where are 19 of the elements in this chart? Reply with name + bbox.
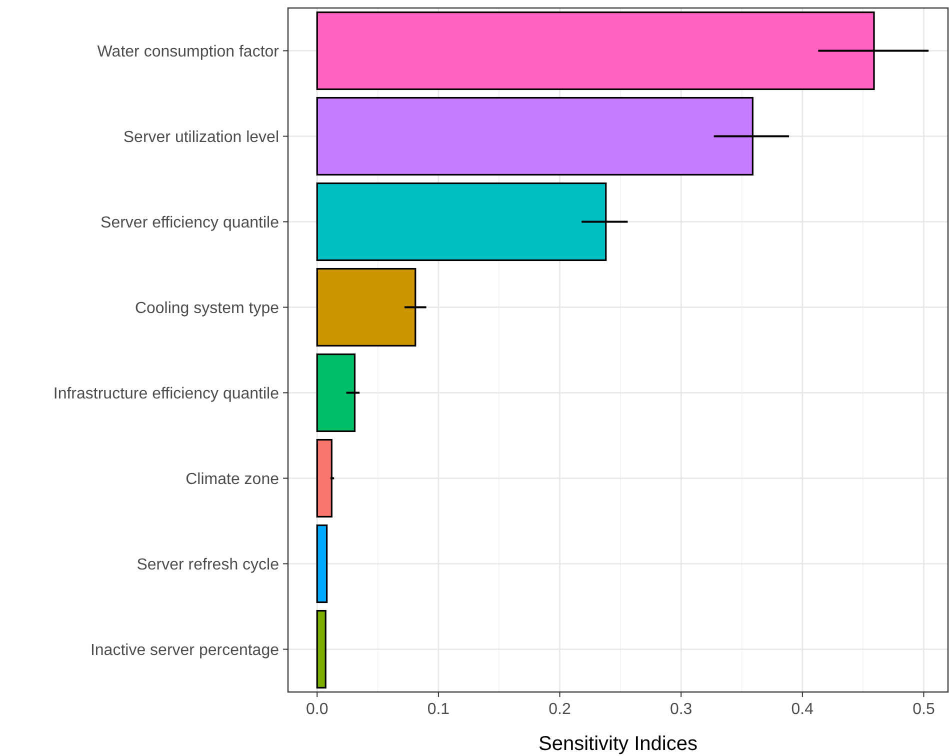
y-tick-label: Climate zone [186, 470, 280, 488]
bar [316, 438, 332, 518]
bar [316, 353, 356, 432]
y-tick-label: Server utilization level [123, 128, 279, 146]
y-tick-label: Server refresh cycle [136, 556, 280, 574]
x-tick-label: 0.3 [670, 701, 692, 718]
x-tick-label: 0.5 [912, 701, 935, 718]
x-axis-title: Sensitivity Indices [538, 733, 698, 755]
bar [316, 610, 326, 689]
y-tick-label: Water consumption factor [97, 43, 280, 60]
y-tick-label: Infrastructure efficiency quantile [53, 385, 280, 402]
bar [316, 524, 328, 604]
x-tick-label: 0.4 [791, 701, 814, 718]
y-tick-label: Cooling system type [134, 300, 280, 317]
x-tick-label: 0.2 [548, 701, 571, 718]
x-tick-label: 0.0 [306, 701, 328, 718]
x-tick-label: 0.1 [427, 701, 450, 718]
y-tick-label: Server efficiency quantile [100, 214, 280, 232]
y-tick-label: Inactive server percentage [90, 642, 280, 659]
